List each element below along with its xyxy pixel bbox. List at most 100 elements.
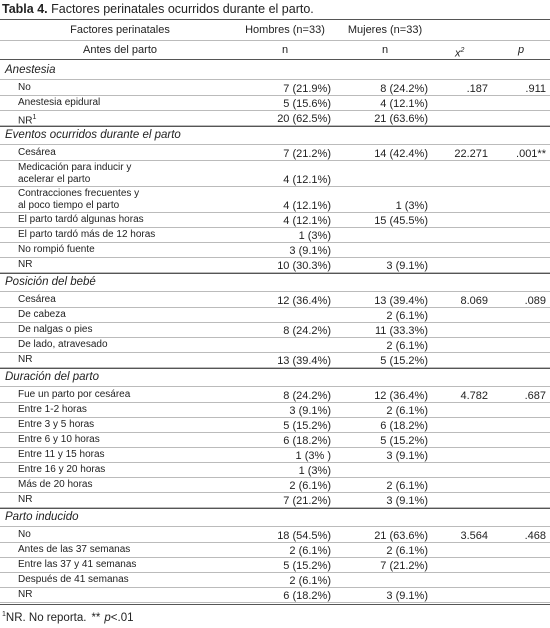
- rule: [0, 322, 550, 323]
- p-cell: .911: [525, 83, 546, 95]
- row-label: Contracciones frecuentes y al poco tiempo…: [18, 188, 139, 212]
- rule: [0, 508, 550, 509]
- rule: [0, 386, 550, 387]
- label-line: El parto tardó más de 12 horas: [18, 229, 156, 240]
- rule: [0, 186, 550, 187]
- hombres-cell: 3 (9.1%): [289, 405, 331, 417]
- row-label: No rompió fuente: [18, 244, 95, 256]
- hombres-cell: 8 (24.2%): [283, 390, 331, 402]
- rule: [0, 95, 550, 96]
- hombres-cell: 4 (12.1%): [283, 200, 331, 212]
- row-label: NR: [18, 589, 32, 601]
- footnote-rest: <.01: [110, 611, 134, 624]
- row-label: Entre 3 y 5 horas: [18, 419, 94, 431]
- hombres-cell: 8 (24.2%): [283, 325, 331, 337]
- rule: [0, 604, 550, 605]
- label-line: De cabeza: [18, 309, 66, 320]
- column-header: Mujeres (n=33): [347, 24, 423, 36]
- label-line: Contracciones frecuentes y: [18, 188, 140, 199]
- title-text: Factores perinatales ocurridos durante e…: [51, 2, 314, 16]
- mujeres-cell: 8 (24.2%): [380, 83, 428, 95]
- hombres-cell: 2 (6.1%): [289, 545, 331, 557]
- rule: [0, 291, 550, 292]
- rule: [0, 160, 550, 161]
- row-label: No: [18, 529, 31, 541]
- label-line: No: [18, 529, 31, 540]
- section-title: Duración del parto: [5, 371, 99, 383]
- label-line: NR: [18, 494, 33, 505]
- title-label: Tabla 4.: [2, 2, 48, 16]
- footnote-p: p: [104, 611, 111, 624]
- mujeres-cell: 2 (6.1%): [386, 340, 428, 352]
- hombres-cell: 6 (18.2%): [283, 435, 331, 447]
- rule: [0, 110, 550, 111]
- label-line: De nalgas o pies: [18, 324, 93, 335]
- row-label: No: [18, 82, 31, 94]
- rule: [0, 417, 550, 418]
- rule: [0, 212, 550, 213]
- section-title: Eventos ocurridos durante el parto: [5, 129, 181, 141]
- rule: [0, 507, 550, 508]
- mujeres-cell: 2 (6.1%): [386, 310, 428, 322]
- rule: [0, 40, 550, 41]
- mujeres-cell: 3 (9.1%): [386, 450, 428, 462]
- rule: [0, 602, 550, 603]
- x2-cell: 22.271: [454, 148, 488, 160]
- section-title: Anestesia: [5, 64, 56, 76]
- hombres-cell: 18 (54.5%): [277, 530, 331, 542]
- hombres-cell: 1 (3%): [298, 230, 331, 242]
- rule: [0, 227, 550, 228]
- rule: [0, 273, 550, 274]
- label-line: El parto tardó algunas horas: [18, 214, 144, 225]
- rule: [0, 402, 550, 403]
- rule: [0, 557, 550, 558]
- x2-symbol: x: [455, 47, 461, 60]
- label-line: NR: [18, 354, 33, 365]
- x2-superscript: 2: [460, 47, 465, 54]
- p-cell: .001**: [516, 148, 546, 160]
- hombres-cell: 10 (30.3%): [277, 260, 331, 272]
- x2-cell: .187: [466, 83, 488, 95]
- footnote-mark: 1: [2, 611, 6, 618]
- column-header: x2: [455, 44, 464, 61]
- label-line: Anestesia epidural: [18, 97, 101, 108]
- mujeres-cell: 21 (63.6%): [374, 113, 428, 125]
- column-header: n: [281, 44, 289, 56]
- row-label: Más de 20 horas: [18, 479, 93, 491]
- column-header: Hombres (n=33): [245, 24, 325, 36]
- mujeres-cell: 7 (21.2%): [380, 560, 428, 572]
- row-label: Cesárea: [18, 147, 56, 159]
- mujeres-cell: 21 (63.6%): [374, 530, 428, 542]
- rule: [0, 59, 550, 60]
- rule: [0, 307, 550, 308]
- rule: [0, 587, 550, 588]
- mujeres-cell: 11 (33.3%): [375, 325, 428, 337]
- row-label: Después de 41 semanas: [18, 574, 129, 586]
- hombres-cell: 4 (12.1%): [283, 174, 331, 186]
- row-label: Entre 6 y 10 horas: [18, 434, 100, 446]
- mujeres-cell: 2 (6.1%): [386, 405, 428, 417]
- rule: [0, 272, 550, 273]
- rule: [0, 144, 550, 145]
- rule: [0, 352, 550, 353]
- column-header: Factores perinatales: [70, 24, 170, 36]
- row-label: De nalgas o pies: [18, 324, 93, 336]
- rule: [0, 432, 550, 433]
- label-line: Antes de las 37 semanas: [18, 544, 131, 555]
- row-label: De cabeza: [18, 309, 66, 321]
- mujeres-cell: 3 (9.1%): [386, 590, 428, 602]
- label-line: Entre 1-2 horas: [18, 404, 87, 415]
- hombres-cell: 7 (21.9%): [283, 83, 331, 95]
- footnote-mark: 1: [32, 114, 37, 121]
- row-label: Entre 1-2 horas: [18, 404, 87, 416]
- rule: [0, 125, 550, 126]
- mujeres-cell: 3 (9.1%): [386, 260, 428, 272]
- rule: [0, 19, 550, 20]
- label-line: Después de 41 semanas: [18, 574, 129, 585]
- row-label: El parto tardó más de 12 horas: [18, 229, 155, 241]
- row-label: Anestesia epidural: [18, 97, 100, 109]
- p-cell: .468: [524, 530, 546, 542]
- hombres-cell: 3 (9.1%): [289, 245, 331, 257]
- label-line: Cesárea: [18, 294, 56, 305]
- column-header: p: [518, 44, 525, 56]
